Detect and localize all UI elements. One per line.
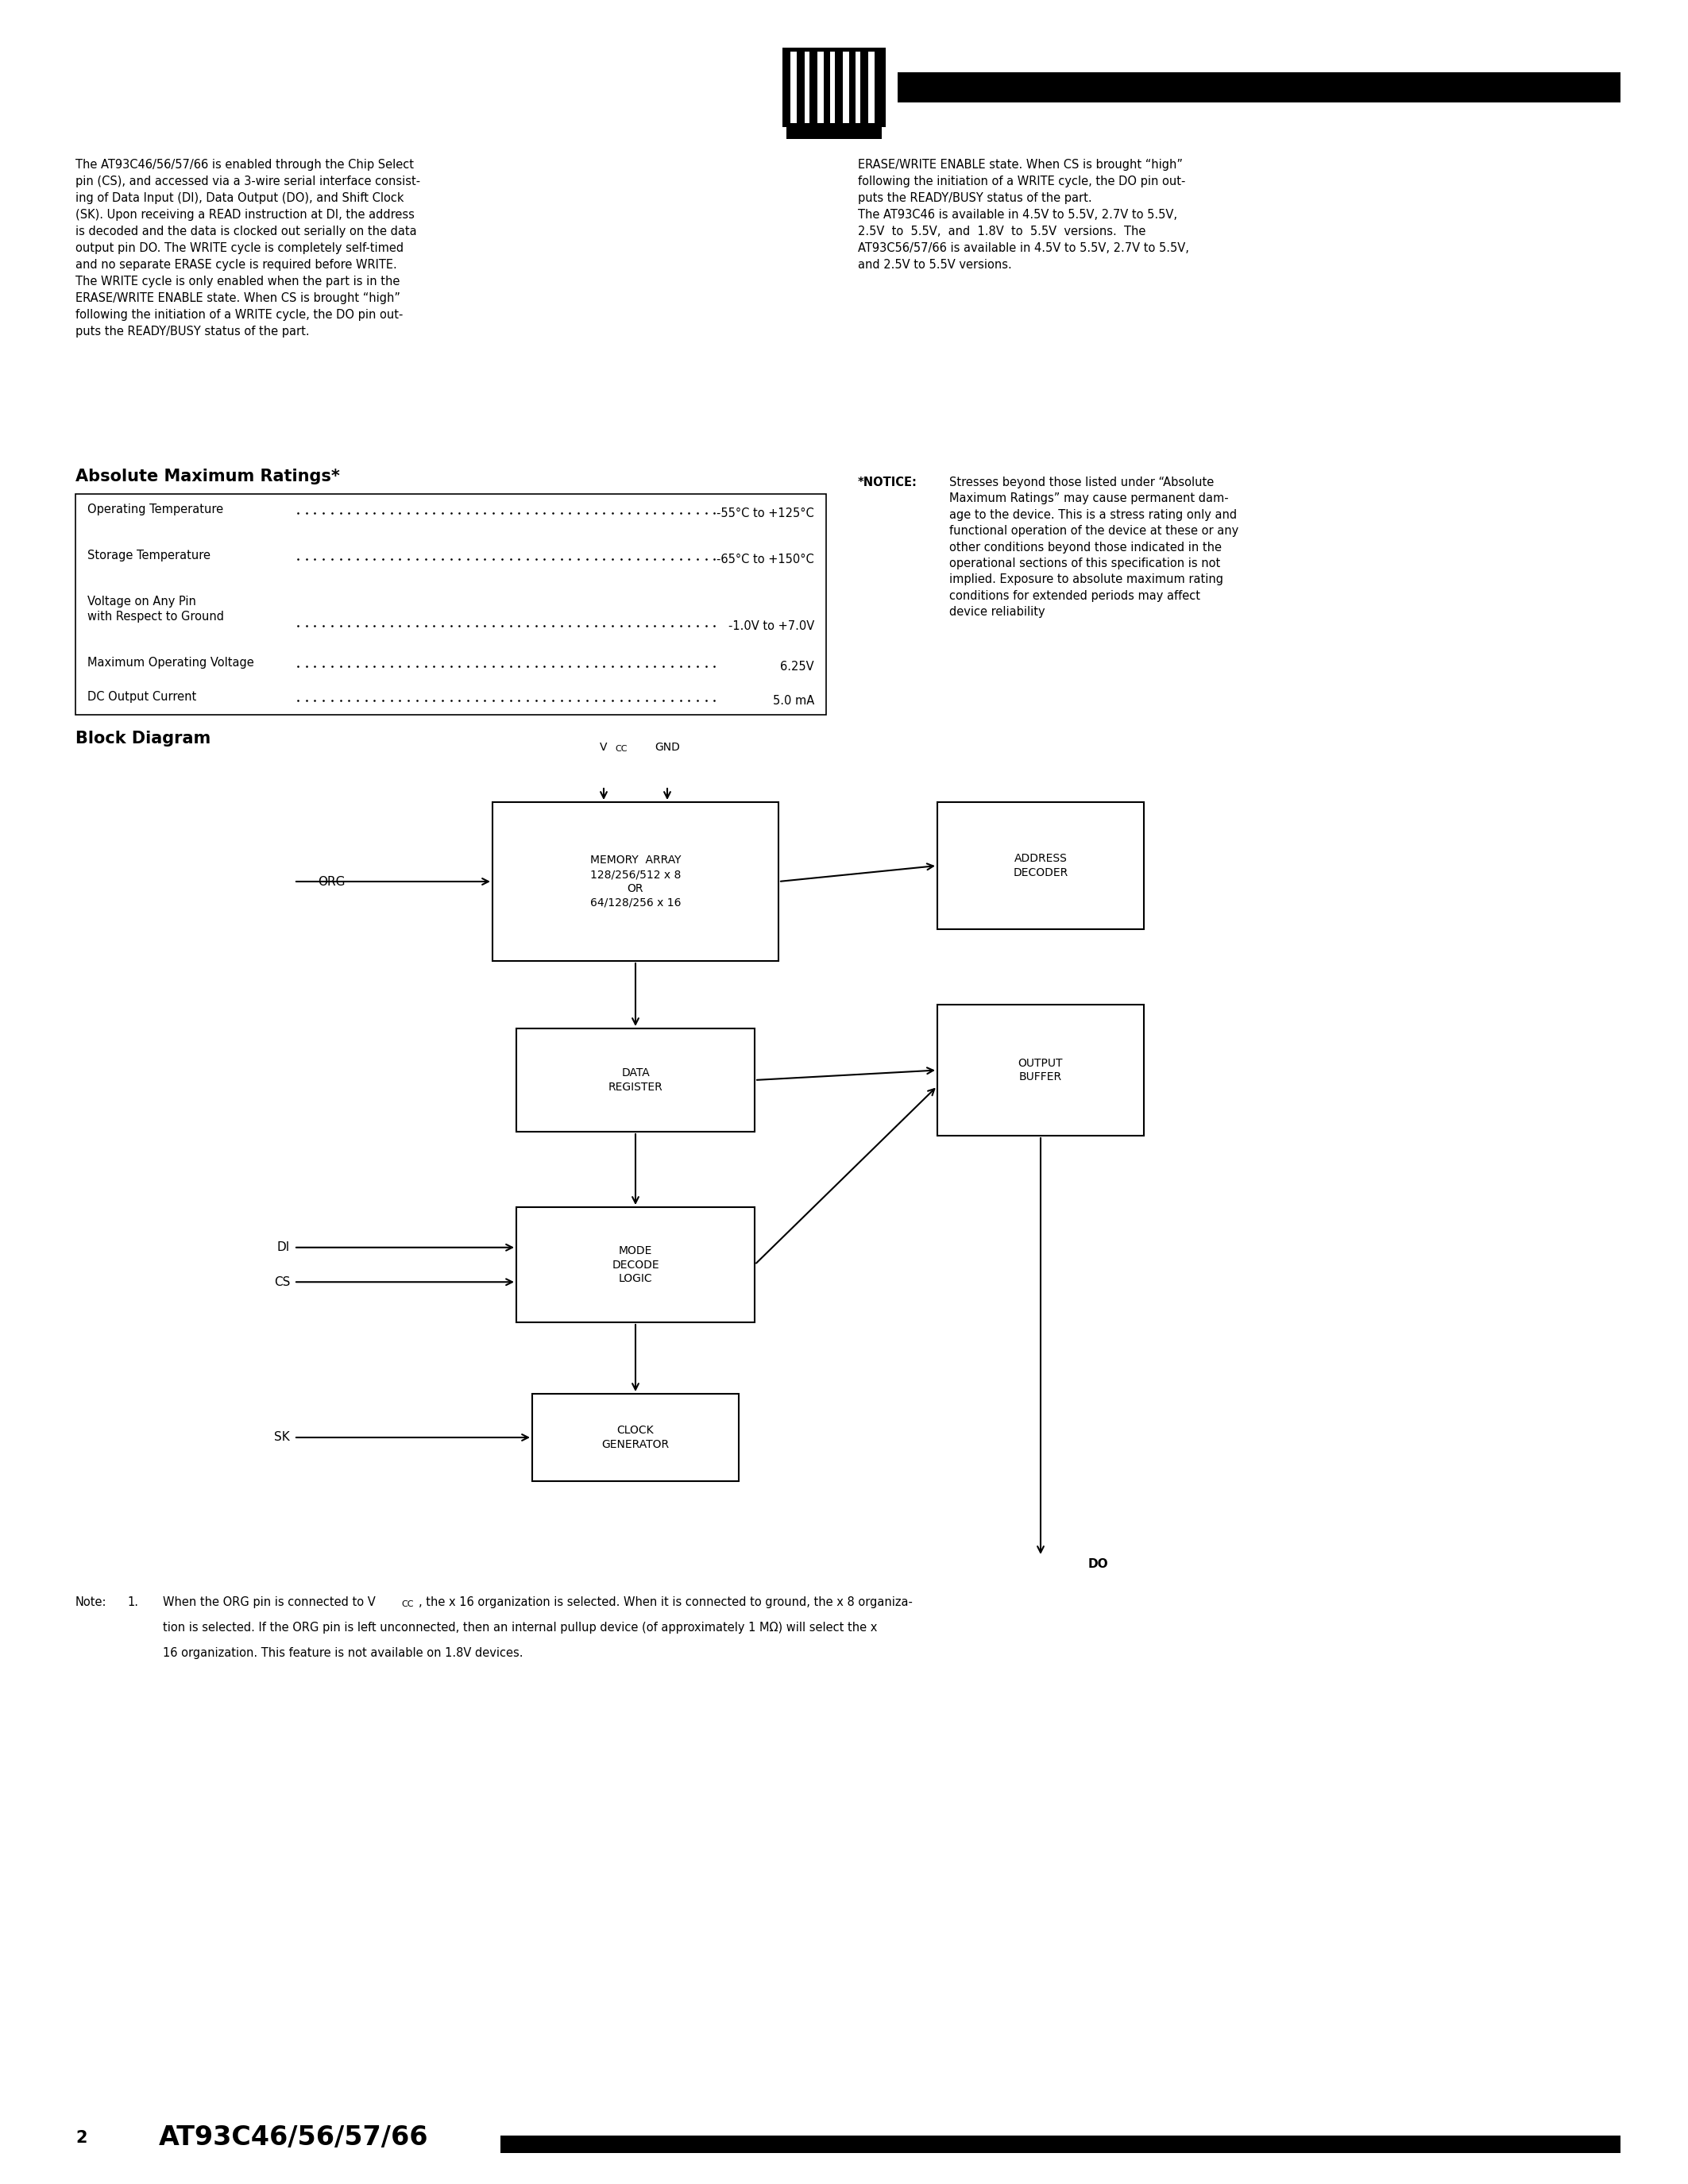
Bar (937, 1005, 1144, 1136)
Text: ORG: ORG (317, 876, 346, 887)
Text: Voltage on Any Pin
with Respect to Ground: Voltage on Any Pin with Respect to Groun… (88, 596, 225, 622)
Bar (517, 1029, 755, 1131)
Text: Note:: Note: (76, 1597, 106, 1607)
Bar (500, 2136, 1620, 2153)
Bar (517, 1208, 755, 1321)
Polygon shape (795, 48, 874, 59)
Text: Absolute Maximum Ratings*: Absolute Maximum Ratings* (76, 470, 339, 485)
Text: Stresses beyond those listed under “Absolute
Maximum Ratings” may cause permanen: Stresses beyond those listed under “Abso… (949, 476, 1239, 618)
Bar (856, 52, 861, 122)
Text: 6.25V: 6.25V (780, 660, 814, 673)
Text: DO: DO (1089, 1559, 1109, 1570)
Text: SK: SK (273, 1431, 290, 1444)
Text: 1.: 1. (127, 1597, 138, 1607)
Text: CS: CS (273, 1275, 290, 1289)
Bar (532, 1393, 739, 1481)
Bar (805, 52, 810, 122)
Bar (790, 52, 797, 122)
Text: CC: CC (614, 745, 628, 753)
Text: -1.0V to +7.0V: -1.0V to +7.0V (728, 620, 814, 631)
Text: Operating Temperature: Operating Temperature (88, 505, 223, 515)
Text: When the ORG pin is connected to V: When the ORG pin is connected to V (162, 1597, 375, 1607)
Text: -55°C to +125°C: -55°C to +125°C (717, 507, 814, 520)
Bar (830, 52, 836, 122)
Text: DC Output Current: DC Output Current (88, 690, 196, 703)
Text: , the x 16 organization is selected. When it is connected to ground, the x 8 org: , the x 16 organization is selected. Whe… (419, 1597, 913, 1607)
Text: DATA
REGISTER: DATA REGISTER (608, 1068, 663, 1092)
Text: Block Diagram: Block Diagram (76, 732, 211, 747)
Text: 16 organization. This feature is not available on 1.8V devices.: 16 organization. This feature is not ava… (162, 1647, 523, 1660)
Bar (868, 52, 874, 122)
Text: MEMORY  ARRAY
128/256/512 x 8
OR
64/128/256 x 16: MEMORY ARRAY 128/256/512 x 8 OR 64/128/2… (591, 854, 680, 909)
Text: Storage Temperature: Storage Temperature (88, 550, 211, 561)
Bar (898, 72, 1620, 103)
Bar (493, 802, 778, 961)
Text: AT93C46/56/57/66: AT93C46/56/57/66 (159, 2125, 429, 2151)
Text: ERASE/WRITE ENABLE state. When CS is brought “high”
following the initiation of : ERASE/WRITE ENABLE state. When CS is bro… (858, 159, 1188, 271)
Text: 2: 2 (76, 2129, 88, 2147)
Text: CLOCK
GENERATOR: CLOCK GENERATOR (601, 1424, 668, 1450)
Bar (842, 52, 849, 122)
Text: ADDRESS
DECODER: ADDRESS DECODER (1013, 854, 1069, 878)
Text: The AT93C46/56/57/66 is enabled through the Chip Select
pin (CS), and accessed v: The AT93C46/56/57/66 is enabled through … (76, 159, 420, 339)
Bar (783, 48, 886, 127)
Text: OUTPUT
BUFFER: OUTPUT BUFFER (1018, 1057, 1063, 1083)
Text: tion is selected. If the ORG pin is left unconnected, then an internal pullup de: tion is selected. If the ORG pin is left… (162, 1623, 878, 1634)
Text: *NOTICE:: *NOTICE: (858, 476, 917, 489)
Text: 5.0 mA: 5.0 mA (773, 695, 814, 705)
Polygon shape (787, 127, 881, 140)
Text: DI: DI (277, 1241, 290, 1254)
Text: V: V (599, 743, 608, 753)
Bar (76, 494, 825, 714)
Text: Maximum Operating Voltage: Maximum Operating Voltage (88, 657, 253, 668)
Text: GND: GND (655, 743, 680, 753)
Text: MODE
DECODE
LOGIC: MODE DECODE LOGIC (611, 1245, 658, 1284)
Bar (817, 52, 824, 122)
Text: CC: CC (402, 1601, 414, 1607)
Text: -65°C to +150°C: -65°C to +150°C (717, 553, 814, 566)
Bar (937, 802, 1144, 928)
